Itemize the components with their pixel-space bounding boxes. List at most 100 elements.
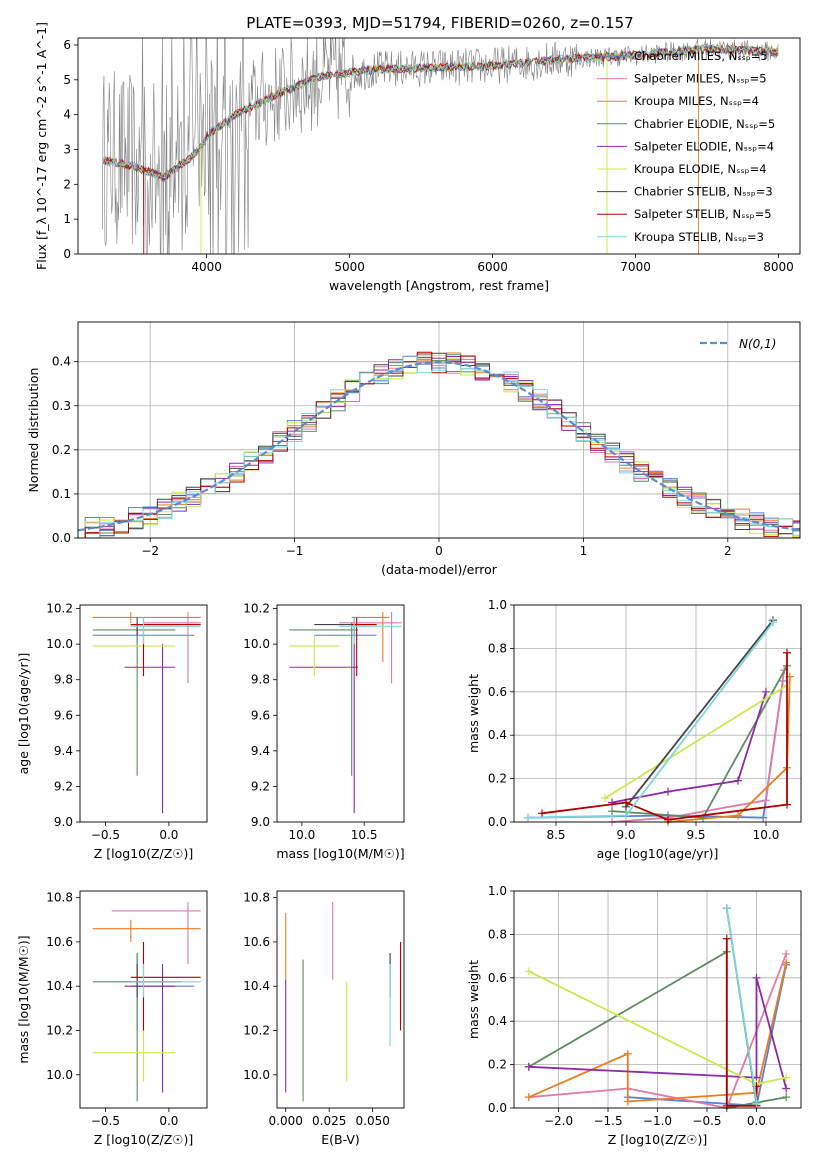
y-tick-label: 6 <box>63 38 71 52</box>
age_vs_mass-frame <box>276 604 405 823</box>
weight-line <box>527 621 774 819</box>
x-tick-label: −0.5 <box>692 1114 721 1128</box>
weight-marker <box>762 687 770 696</box>
x-tick-label: 0.0 <box>159 1114 178 1128</box>
y-tick-label: 0.2 <box>488 772 507 786</box>
age_vs_mass-axes: 10.0 10.5 9.0 9.2 9.4 9.6 9.8 10.0 10.2 <box>243 602 377 842</box>
x-tick-label: −1 <box>286 544 304 558</box>
weight-marker <box>783 648 791 657</box>
x-tick-label: 10.0 <box>289 828 316 842</box>
weight-marker <box>608 807 616 816</box>
x-tick-label: −2 <box>141 544 159 558</box>
mass_vs_Z-points <box>92 902 201 1102</box>
y-tick-label: 9.2 <box>54 779 73 793</box>
mass_vs_Z-axes: −0.5 0.0 10.0 10.2 10.4 10.6 10.8 <box>46 891 178 1128</box>
weight_vs_age-xlabel: age [log10(age/yr)] <box>597 846 719 861</box>
mass_vs_Z-ylabel: mass [log10(M/M☉)] <box>16 935 31 1063</box>
y-tick-label: 10.0 <box>243 637 270 651</box>
age_vs_mass-points <box>289 612 402 814</box>
x-tick-label: 0.0 <box>159 828 178 842</box>
y-tick-label: 10.4 <box>243 979 270 993</box>
y-tick-label: 1.0 <box>488 598 507 612</box>
legend-label: Chabrier STELIB, Nₛₛₚ=3 <box>634 185 773 199</box>
y-tick-label: 0.3 <box>52 399 71 413</box>
x-tick-label: −0.5 <box>91 1114 120 1128</box>
y-tick-label: 9.8 <box>251 673 270 687</box>
x-tick-label: 4000 <box>191 260 222 274</box>
weight-marker <box>622 798 630 807</box>
weight-line <box>611 669 786 823</box>
x-tick-label: 5000 <box>334 260 365 274</box>
x-tick-label: 0 <box>435 544 443 558</box>
y-tick-label: 0.1 <box>52 487 71 501</box>
mass_vs_ebv-axes: 0.000 0.025 0.050 10.0 10.2 10.4 10.6 10.8 <box>243 891 390 1128</box>
weight-marker <box>782 1084 791 1093</box>
x-tick-label: 0.0 <box>747 1114 766 1128</box>
weight-line <box>604 684 788 799</box>
mass_vs_ebv-frame <box>276 890 405 1109</box>
age_vs_Z-points <box>92 612 201 814</box>
residuals-xlabel: (data-model)/error <box>381 562 498 577</box>
weight-marker <box>752 973 761 982</box>
age_vs_Z-ylabel: age [log10(age/yr)] <box>16 653 31 775</box>
weight_vs_Z-axes: −2.0 −1.5 −1.0 −0.5 0.0 0.0 0.2 0.4 0.6 0.8 1.0 <box>488 884 801 1128</box>
y-tick-label: 10.2 <box>46 1024 73 1038</box>
weight-marker <box>734 776 742 785</box>
age_vs_mass-xlabel: mass [log10(M/M☉)] <box>276 846 404 861</box>
y-tick-label: 10.6 <box>243 935 270 949</box>
y-tick-label: 9.0 <box>54 815 73 829</box>
weight-marker <box>722 934 731 943</box>
x-tick-label: 2 <box>724 544 732 558</box>
y-tick-label: 10.0 <box>243 1068 270 1082</box>
weight-marker <box>782 958 791 967</box>
legend-label: Kroupa ELODIE, Nₛₛₚ=4 <box>634 162 767 176</box>
legend-label: Chabrier MILES, Nₛₛₚ=5 <box>634 49 768 63</box>
weight-line <box>527 680 784 819</box>
weight-line <box>725 908 758 1104</box>
x-tick-label: 7000 <box>620 260 651 274</box>
y-tick-label: 9.0 <box>251 815 270 829</box>
weight-marker <box>752 1099 761 1108</box>
y-tick-label: 0.0 <box>488 815 507 829</box>
x-tick-label: −0.5 <box>91 828 120 842</box>
weight-marker <box>622 811 630 820</box>
weight-marker <box>762 796 770 805</box>
weight-marker <box>664 787 672 796</box>
weight_vs_Z-frame <box>513 890 802 1109</box>
age_vs_Z-axes: −0.5 0.0 9.0 9.2 9.4 9.6 9.8 10.0 10.2 <box>46 602 178 842</box>
y-tick-label: 0.2 <box>52 443 71 457</box>
y-tick-label: 10.6 <box>46 935 73 949</box>
weight_vs_Z-ylabel: mass weight <box>466 960 481 1039</box>
y-tick-label: 10.2 <box>46 602 73 616</box>
legend-label: Chabrier ELODIE, Nₛₛₚ=5 <box>634 117 775 131</box>
y-tick-label: 9.4 <box>54 744 73 758</box>
residual-hist <box>78 355 800 538</box>
residual-hist <box>78 354 800 538</box>
weight-marker <box>623 1049 632 1058</box>
x-tick-label: 0.050 <box>356 1114 390 1128</box>
y-tick-label: 9.8 <box>54 673 73 687</box>
legend-label: Kroupa MILES, Nₛₛₚ=4 <box>634 94 759 108</box>
weight-marker <box>601 794 609 803</box>
x-tick-label: 10.0 <box>753 828 780 842</box>
y-tick-label: 0.8 <box>488 927 507 941</box>
figure-title: PLATE=0393, MJD=51794, FIBERID=0260, z=0… <box>246 14 633 32</box>
y-tick-label: 0.2 <box>488 1058 507 1072</box>
x-tick-label: 9.5 <box>686 828 705 842</box>
mass_vs_ebv-points <box>285 902 402 1102</box>
y-tick-label: 10.8 <box>46 891 73 905</box>
y-tick-label: 0.4 <box>488 728 507 742</box>
weight_vs_Z-series <box>524 904 791 1112</box>
y-tick-label: 5 <box>63 73 71 87</box>
residual-hist <box>78 351 800 538</box>
x-tick-label: −2.0 <box>544 1114 573 1128</box>
spectrum-model-line <box>101 44 779 181</box>
y-tick-label: 10.0 <box>46 1068 73 1082</box>
weight_vs_age-frame <box>513 604 802 823</box>
weight_vs_age-series <box>524 616 794 826</box>
y-tick-label: 3 <box>63 142 71 156</box>
residuals-ylabel: Normed distribution <box>26 368 41 493</box>
spectrum-legend: Chabrier MILES, Nₛₛₚ=5 Salpeter MILES, Nₛ… <box>597 49 775 244</box>
weight-line <box>541 652 788 821</box>
weight-line <box>625 619 774 808</box>
